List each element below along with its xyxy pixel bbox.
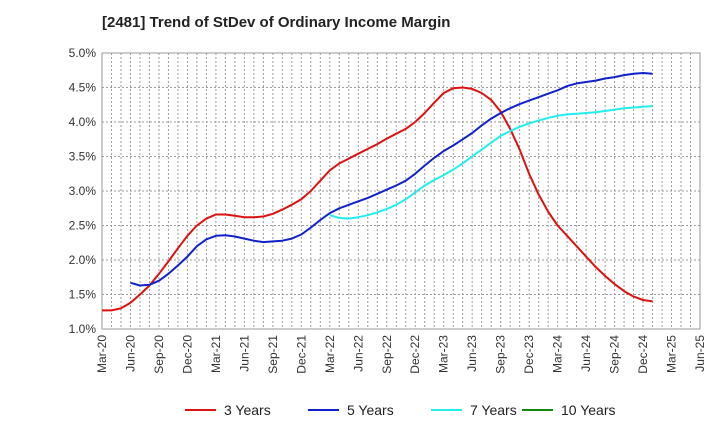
x-tick-label: Mar-21 [209,335,223,373]
x-tick-label: Jun-20 [123,335,137,372]
x-tick-label: Dec-23 [522,335,536,374]
x-tick-label: Dec-24 [636,335,650,374]
y-tick-label: 2.0% [69,253,97,267]
y-tick-label: 3.5% [69,150,97,164]
x-tick-label: Mar-22 [323,335,337,373]
y-tick-label: 4.0% [69,115,97,129]
x-tick-label: Jun-24 [579,335,593,372]
series-lines [102,72,653,312]
y-tick-label: 4.5% [69,81,97,95]
x-tick-label: Sep-20 [152,335,166,374]
series-line-7-years [329,105,653,220]
y-tick-label: 1.0% [69,322,97,336]
x-tick-label: Mar-20 [95,335,109,373]
x-tick-label: Mar-25 [665,335,679,373]
x-tick-label: Sep-24 [608,335,622,374]
x-tick-label: Mar-23 [437,335,451,373]
series-line-3-years [102,86,653,312]
legend: 3 Years 5 Years 7 Years 10 Years [185,402,616,418]
series-line-5-years [130,72,653,287]
legend-label-7-years: 7 Years [470,402,517,418]
x-tick-label: Jun-21 [237,335,251,372]
legend-label-3-years: 3 Years [224,402,271,418]
grid [102,53,700,329]
y-tick-label: 2.5% [69,219,97,233]
y-tick-label: 3.0% [69,184,97,198]
x-tick-label: Sep-22 [380,335,394,374]
x-tick-label: Sep-21 [266,335,280,374]
y-tick-label: 5.0% [69,46,97,60]
x-tick-label: Dec-20 [180,335,194,374]
legend-label-5-years: 5 Years [347,402,394,418]
legend-label-10-years: 10 Years [561,402,616,418]
y-axis: 1.0% 1.5% 2.0% 2.5% 3.0% 3.5% 4.0% 4.5% 5.0% [69,46,97,336]
x-tick-label: Sep-23 [494,335,508,374]
x-tick-label: Dec-21 [294,335,308,374]
x-tick-label: Dec-22 [408,335,422,374]
x-tick-label: Jun-22 [351,335,365,372]
x-tick-label: Jun-23 [465,335,479,372]
x-tick-label: Jun-25 [693,335,707,372]
x-tick-label: Mar-24 [551,335,565,373]
chart-title: [2481] Trend of StDev of Ordinary Income… [102,14,451,31]
y-tick-label: 1.5% [69,288,97,302]
x-axis: Mar-20 Jun-20 Sep-20 Dec-20 Mar-21 Jun-21 Sep-… [95,335,707,374]
